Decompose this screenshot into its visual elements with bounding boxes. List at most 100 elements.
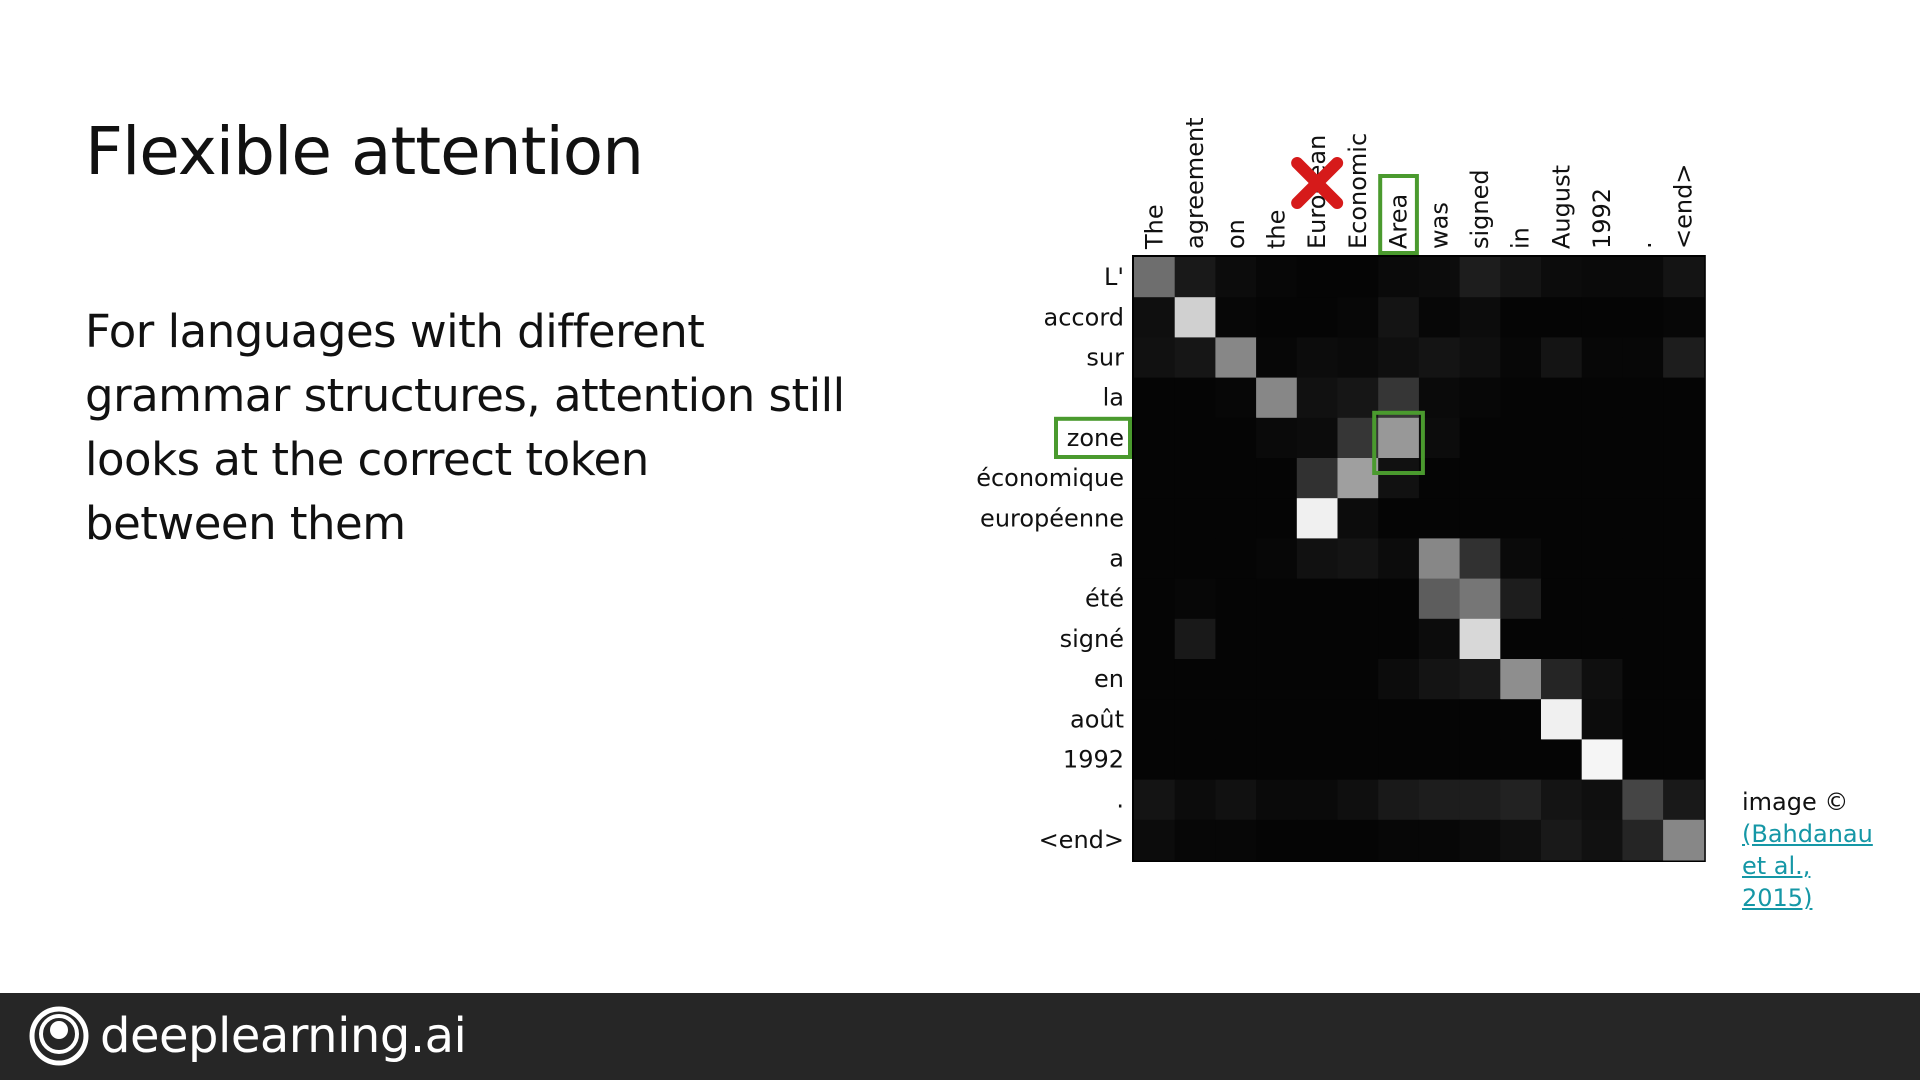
heatmap-cell: [1378, 538, 1420, 580]
highlight-x-token-box: [1378, 174, 1419, 255]
citation-link[interactable]: (Bahdanau et al., 2015): [1742, 820, 1873, 912]
heatmap-cell: [1134, 538, 1176, 580]
x-axis-token: 1992: [1588, 188, 1616, 249]
heatmap-cell: [1296, 779, 1338, 821]
heatmap-cell: [1581, 659, 1623, 700]
heatmap-cell: [1134, 578, 1176, 620]
heatmap-cell: [1622, 538, 1664, 580]
heatmap-cell: [1581, 498, 1623, 539]
heatmap-cell: [1663, 417, 1705, 459]
highlight-y-token-box: [1054, 416, 1132, 459]
heatmap-cell: [1459, 659, 1501, 700]
heatmap-cell: [1418, 257, 1461, 298]
slide-body-text: For languages with different grammar str…: [85, 305, 845, 550]
heatmap-cell: [1256, 538, 1298, 580]
heatmap-cell: [1256, 699, 1298, 740]
heatmap-cell: [1581, 297, 1623, 338]
heatmap-cell: [1378, 257, 1420, 298]
y-axis-token: économique: [976, 464, 1124, 492]
heatmap-cell: [1541, 297, 1583, 338]
heatmap-cell: [1459, 498, 1501, 539]
heatmap-cell: [1500, 297, 1542, 338]
heatmap-cell: [1663, 779, 1705, 821]
heatmap-cell: [1622, 699, 1664, 740]
heatmap-cell: [1541, 458, 1583, 499]
heatmap-cell: [1256, 659, 1298, 700]
heatmap-cell: [1337, 417, 1379, 459]
heatmap-cell: [1256, 297, 1298, 338]
heatmap-cell: [1581, 739, 1623, 781]
heatmap-cell: [1215, 618, 1257, 660]
heatmap-cell: [1337, 779, 1379, 821]
heatmap-cell: [1663, 297, 1705, 338]
heatmap-cell: [1622, 618, 1664, 660]
heatmap-cell: [1174, 257, 1216, 298]
heatmap-cell: [1418, 458, 1461, 499]
heatmap-cell: [1337, 458, 1379, 499]
heatmap-cell: [1134, 337, 1176, 379]
heatmap-cell: [1459, 257, 1501, 298]
heatmap-cell: [1337, 337, 1379, 379]
heatmap-cell: [1459, 538, 1501, 580]
heatmap-cell: [1296, 458, 1338, 499]
heatmap-cell: [1256, 377, 1298, 419]
heatmap-cell: [1459, 337, 1501, 379]
heatmap-cell: [1581, 458, 1623, 499]
heatmap-cell: [1418, 538, 1461, 580]
heatmap-cell: [1337, 297, 1379, 338]
heatmap-cell: [1622, 337, 1664, 379]
heatmap-cell: [1622, 417, 1664, 459]
heatmap-cell: [1663, 659, 1705, 700]
heatmap-cell: [1541, 578, 1583, 620]
y-axis-token: .: [1116, 786, 1124, 814]
heatmap-cell: [1215, 739, 1257, 781]
heatmap-cell: [1622, 739, 1664, 781]
heatmap-cell: [1134, 417, 1176, 459]
x-axis-token: on: [1222, 219, 1250, 249]
brand-name: deeplearning.ai: [100, 1008, 467, 1064]
heatmap-cell: [1256, 417, 1298, 459]
deeplearning-logo-icon: [29, 1006, 89, 1066]
heatmap-cell: [1174, 578, 1216, 620]
heatmap-cell: [1296, 618, 1338, 660]
heatmap-cell: [1622, 578, 1664, 620]
heatmap-cell: [1296, 739, 1338, 781]
heatmap-cell: [1296, 257, 1338, 298]
heatmap-cell: [1337, 659, 1379, 700]
heatmap-cell: [1378, 417, 1420, 459]
heatmap-cell: [1500, 779, 1542, 821]
heatmap-cell: [1337, 377, 1379, 419]
heatmap-cell: [1581, 257, 1623, 298]
heatmap-cell: [1174, 297, 1216, 338]
heatmap-cell: [1581, 699, 1623, 740]
heatmap-cell: [1581, 819, 1623, 861]
heatmap-cell: [1378, 618, 1420, 660]
heatmap-cell: [1134, 458, 1176, 499]
heatmap-cell: [1378, 498, 1420, 539]
heatmap-cell: [1500, 458, 1542, 499]
heatmap-cell: [1581, 337, 1623, 379]
heatmap-cell: [1541, 779, 1583, 821]
heatmap-cell: [1256, 618, 1298, 660]
heatmap-cell: [1541, 659, 1583, 700]
heatmap-cell: [1215, 538, 1257, 580]
heatmap-cell: [1541, 819, 1583, 861]
heatmap-cell: [1622, 297, 1664, 338]
heatmap-cell: [1418, 779, 1461, 821]
heatmap-cell: [1418, 417, 1461, 459]
heatmap-cell: [1256, 739, 1298, 781]
heatmap-cell: [1174, 417, 1216, 459]
x-axis-token: August: [1547, 165, 1575, 249]
heatmap-cell: [1174, 819, 1216, 861]
heatmap-cell: [1215, 417, 1257, 459]
heatmap-cell: [1174, 739, 1216, 781]
heatmap-cell: [1256, 498, 1298, 539]
heatmap-cell: [1459, 618, 1501, 660]
heatmap-cell: [1296, 819, 1338, 861]
heatmap-cell: [1134, 779, 1176, 821]
heatmap-cell: [1134, 257, 1176, 298]
heatmap-cell: [1134, 498, 1176, 539]
heatmap-cell: [1134, 377, 1176, 419]
heatmap-cell: [1296, 297, 1338, 338]
heatmap-cell: [1541, 618, 1583, 660]
